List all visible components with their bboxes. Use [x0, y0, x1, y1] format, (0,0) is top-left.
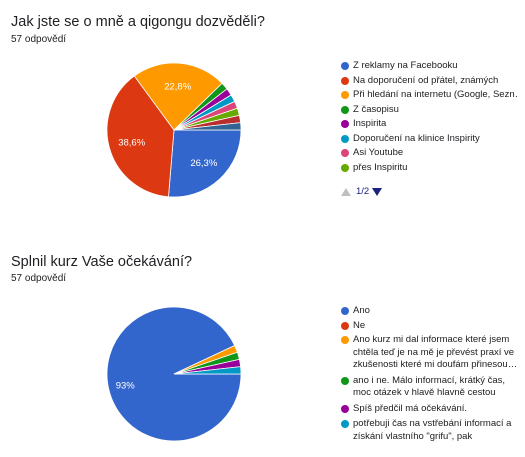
pie-chart: 93% [106, 306, 242, 442]
question-title: Splnil kurz Vaše očekávání? [11, 254, 193, 270]
legend-item: Asi Youtube [341, 147, 519, 160]
pie-slice [168, 129, 242, 198]
legend-item: přes Inspiritu [341, 162, 519, 175]
legend-item: potřebuji čas na vstřebání informací a z… [341, 418, 519, 443]
legend-color-icon [341, 376, 349, 385]
pie-chart: 26,3% 38,6% 22,8% [106, 62, 242, 198]
legend-label: Na doporučení od přátel, známých [353, 74, 499, 86]
legend-item: Při hledání na internetu (Google, Sezn… [341, 89, 519, 102]
legend-color-icon [341, 91, 349, 99]
legend-color-icon [341, 404, 349, 413]
slice-label: 93% [116, 380, 136, 391]
legend-item: Doporučení na klinice Inspirity [341, 133, 519, 146]
legend-color-icon [341, 307, 349, 315]
legend-label: Ano [353, 305, 370, 316]
legend-label: Doporučení na klinice Inspirity [353, 132, 480, 144]
legend-page-label: 1/2 [356, 186, 370, 197]
question-card-1: Jak jste se o mně a qigongu dozvěděli? 5… [0, 0, 525, 228]
slice-label: 38,6% [118, 137, 145, 148]
legend-label: přes Inspiritu [353, 161, 408, 173]
legend-item: Ano kurz mi dal informace které jsem cht… [341, 334, 519, 372]
question-title: Jak jste se o mně a qigongu dozvěděli? [11, 14, 265, 30]
legend-item: Inspirita [341, 118, 519, 131]
legend-color-icon [341, 321, 349, 330]
response-count: 57 odpovědí [11, 273, 67, 284]
legend-item: Spíš předčil má očekávání. [341, 403, 519, 416]
response-count: 57 odpovědí [11, 34, 67, 45]
legend-color-icon [341, 62, 349, 70]
legend-item: Na doporučení od přátel, známých [341, 75, 519, 88]
pie-slice [133, 62, 223, 131]
legend-label: Při hledání na internetu (Google, Sezn… [353, 89, 519, 100]
legend-color-icon [341, 149, 349, 157]
legend-label: Spíš předčil má očekávání. [353, 402, 468, 414]
legend-label: Z časopisu [353, 103, 399, 115]
prev-page-icon [341, 188, 351, 196]
legend-label: Ne [353, 319, 366, 331]
legend-label: ano i ne. Málo informací, krátký čas, mo… [353, 374, 506, 399]
legend-item: ano i ne. Málo informací, krátký čas, mo… [341, 375, 519, 400]
question-card-2: Splnil kurz Vaše očekávání? 57 odpovědí … [0, 228, 525, 457]
legend-color-icon [341, 76, 349, 85]
legend-color-icon [341, 134, 349, 143]
pie-slice [173, 366, 242, 375]
legend-color-icon [341, 420, 349, 428]
legend-item: Z reklamy na Facebooku [341, 60, 519, 73]
legend-color-icon [341, 120, 349, 128]
legend-color-icon [341, 105, 349, 114]
legend-label: Z reklamy na Facebooku [353, 60, 458, 71]
legend-color-icon [341, 336, 349, 344]
legend-label: potřebuji čas na vstřebání informací a z… [353, 418, 512, 442]
legend-color-icon [341, 163, 349, 172]
legend-item: Ano [341, 305, 519, 318]
legend-item: Ne [341, 320, 519, 333]
legend-item: Z časopisu [341, 104, 519, 117]
legend-label: Ano kurz mi dal informace které jsem cht… [353, 334, 518, 370]
pie-slice [106, 75, 175, 198]
next-page-icon[interactable] [372, 188, 382, 196]
slice-label: 22,8% [164, 82, 191, 93]
pie-slice [173, 122, 242, 131]
slice-label: 26,3% [190, 158, 217, 169]
legend-label: Asi Youtube [353, 147, 404, 158]
legend-label: Inspirita [353, 118, 387, 129]
